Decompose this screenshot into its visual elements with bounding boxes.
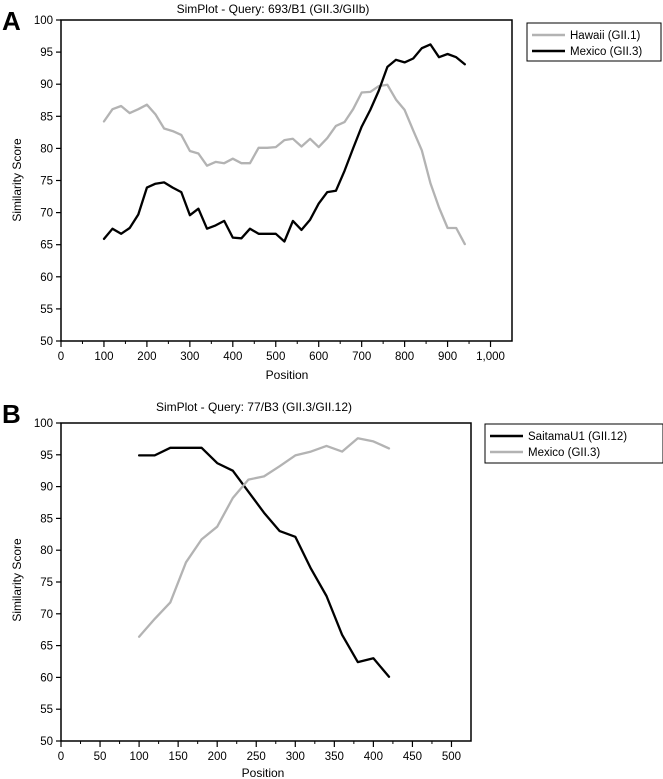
x-tick-label: 500 <box>266 351 285 363</box>
chart-title: SimPlot - Query: 693/B1 (GII.3/GIIb) <box>177 2 370 16</box>
x-tick-label: 450 <box>403 751 422 763</box>
x-tick-label: 900 <box>438 351 457 363</box>
legend: Hawaii (GII.1) Mexico (GII.3) <box>526 22 662 62</box>
y-tick-label: 70 <box>40 609 53 621</box>
legend-box <box>526 22 662 62</box>
plot-area <box>60 19 513 342</box>
x-tick-label: 400 <box>364 751 383 763</box>
x-tick-label: 300 <box>286 751 305 763</box>
y-tick-label: 65 <box>40 240 53 252</box>
legend: SaitamaU1 (GII.12) Mexico (GII.3) <box>484 423 663 464</box>
y-tick-label: 95 <box>40 47 53 59</box>
y-tick-label: 100 <box>34 15 53 27</box>
axes: 0 50 100 150 200 250 300 350 400 450 500 50 55 60 65 70… <box>34 418 461 763</box>
x-tick-label: 50 <box>94 751 107 763</box>
x-tick-label: 1,000 <box>476 351 505 363</box>
y-tick-label: 55 <box>40 304 53 316</box>
legend-entry: Hawaii (GII.1) <box>570 30 640 42</box>
x-tick-label: 400 <box>223 351 242 363</box>
x-tick-label: 0 <box>58 751 64 763</box>
series-group <box>137 437 391 678</box>
x-tick-label: 250 <box>247 751 266 763</box>
legend-entry: SaitamaU1 (GII.12) <box>528 431 627 443</box>
panel-b: B SimPlot - Query: 77/B3 (GII.3/GII.12) … <box>2 399 663 779</box>
x-axis-label: Position <box>266 368 309 382</box>
y-tick-label: 80 <box>40 545 53 557</box>
y-tick-label: 60 <box>40 672 53 684</box>
y-tick-label: 55 <box>40 704 53 716</box>
y-tick-label: 80 <box>40 143 53 155</box>
x-tick-label: 600 <box>309 351 328 363</box>
series-line <box>102 83 466 246</box>
plot-area <box>60 422 472 742</box>
y-tick-label: 95 <box>40 450 53 462</box>
chart-title: SimPlot - Query: 77/B3 (GII.3/GII.12) <box>156 400 352 414</box>
panel-a: A SimPlot - Query: 693/B1 (GII.3/GIIb) 0… <box>2 2 662 382</box>
y-tick-label: 85 <box>40 111 53 123</box>
legend-entry: Mexico (GII.3) <box>528 447 600 459</box>
axes: 0 100 200 300 400 500 600 700 800 900 1,000 50 55 60 6… <box>34 15 505 363</box>
y-tick-label: 50 <box>40 736 53 748</box>
y-tick-label: 90 <box>40 79 53 91</box>
x-axis-label: Position <box>242 766 285 779</box>
x-tick-label: 700 <box>352 351 371 363</box>
x-tick-label: 200 <box>137 351 156 363</box>
y-tick-label: 65 <box>40 641 53 653</box>
x-tick-label: 500 <box>442 751 461 763</box>
x-tick-label: 100 <box>94 351 113 363</box>
y-tick-label: 75 <box>40 577 53 589</box>
y-tick-label: 70 <box>40 208 53 220</box>
x-tick-label: 0 <box>58 351 64 363</box>
y-tick-label: 75 <box>40 176 53 188</box>
panel-b-letter: B <box>2 399 21 429</box>
y-tick-label: 60 <box>40 272 53 284</box>
legend-entry: Mexico (GII.3) <box>570 46 642 58</box>
x-tick-label: 350 <box>325 751 344 763</box>
y-axis-label: Similarity Score <box>10 138 24 222</box>
y-tick-label: 85 <box>40 513 53 525</box>
series-line <box>137 437 391 638</box>
y-tick-label: 90 <box>40 482 53 494</box>
x-tick-label: 200 <box>208 751 227 763</box>
y-tick-label: 100 <box>34 418 53 430</box>
series-group <box>102 43 466 246</box>
panel-a-letter: A <box>2 6 21 36</box>
x-tick-label: 150 <box>169 751 188 763</box>
x-tick-label: 800 <box>395 351 414 363</box>
series-line <box>137 446 391 678</box>
legend-box <box>484 423 663 464</box>
x-tick-label: 300 <box>180 351 199 363</box>
y-tick-label: 50 <box>40 336 53 348</box>
y-axis-label: Similarity Score <box>10 538 24 622</box>
x-tick-label: 100 <box>130 751 149 763</box>
series-line <box>102 43 466 243</box>
